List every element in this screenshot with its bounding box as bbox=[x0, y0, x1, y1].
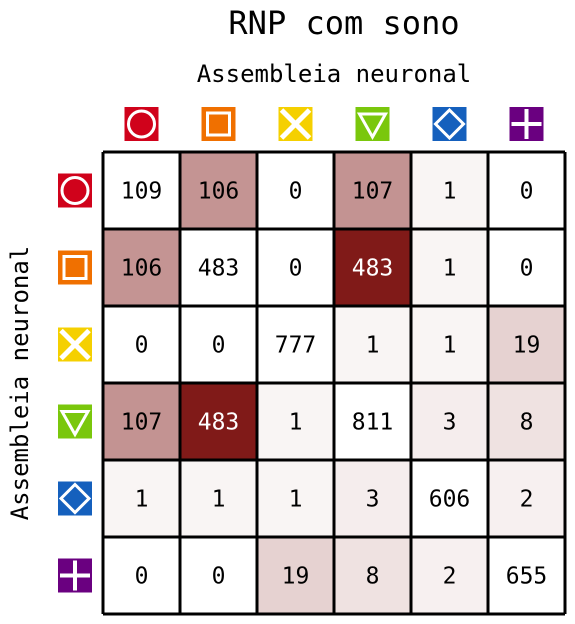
matrix-cell-value: 106 bbox=[121, 256, 163, 282]
matrix-cell bbox=[334, 306, 411, 383]
matrix-cell-value: 483 bbox=[198, 410, 240, 436]
matrix-cell-value: 109 bbox=[121, 179, 163, 205]
matrix-cell bbox=[411, 152, 488, 229]
matrix-cell-value: 8 bbox=[520, 410, 534, 436]
row-symbol-triangle-down-icon bbox=[58, 404, 92, 439]
matrix-cell-value: 0 bbox=[135, 333, 149, 359]
matrix-cell-value: 1 bbox=[289, 487, 303, 513]
matrix-cell bbox=[180, 383, 257, 460]
matrix-cell-value: 1 bbox=[135, 487, 149, 513]
matrix-cell bbox=[103, 460, 180, 537]
matrix-cell-value: 777 bbox=[275, 333, 317, 359]
matrix-cell-value: 811 bbox=[352, 410, 394, 436]
matrix-cell bbox=[334, 152, 411, 229]
column-symbol-circle-icon bbox=[124, 107, 159, 141]
matrix-cell bbox=[411, 460, 488, 537]
matrix-cell-value: 1 bbox=[289, 410, 303, 436]
row-symbol-square-icon bbox=[58, 250, 92, 285]
matrix-cell bbox=[180, 306, 257, 383]
matrix-cell bbox=[180, 229, 257, 306]
matrix-cell bbox=[257, 229, 334, 306]
matrix-cell-value: 606 bbox=[429, 487, 471, 513]
matrix-cell-value: 0 bbox=[212, 564, 226, 590]
matrix-cell-value: 0 bbox=[520, 256, 534, 282]
column-symbol-x-cross-icon bbox=[278, 107, 313, 141]
row-symbol-circle-icon bbox=[58, 173, 92, 208]
column-symbol-plus-icon bbox=[509, 107, 544, 141]
matrix-cell bbox=[411, 537, 488, 614]
matrix-cell-value: 2 bbox=[520, 487, 534, 513]
matrix-cell-value: 107 bbox=[352, 179, 394, 205]
matrix-cell bbox=[257, 537, 334, 614]
matrix-cell-value: 1 bbox=[443, 256, 457, 282]
column-symbol-square-icon bbox=[201, 107, 236, 141]
chart-title: RNP com sono bbox=[228, 4, 460, 42]
matrix-cell bbox=[488, 306, 565, 383]
matrix-grid bbox=[101, 150, 567, 616]
x-axis-label: Assembleia neuronal bbox=[196, 60, 472, 88]
matrix-cell-value: 0 bbox=[520, 179, 534, 205]
matrix-cell-value: 19 bbox=[282, 564, 310, 590]
column-symbol-diamond-icon bbox=[432, 107, 467, 141]
matrix-cell bbox=[488, 383, 565, 460]
matrix-cell bbox=[488, 460, 565, 537]
matrix-cell bbox=[103, 152, 180, 229]
matrix-cell bbox=[334, 460, 411, 537]
row-symbol-plus-icon bbox=[58, 558, 92, 593]
matrix-cell-value: 0 bbox=[289, 179, 303, 205]
matrix-cell bbox=[180, 152, 257, 229]
row-symbol-x-cross-icon bbox=[58, 327, 92, 362]
matrix-cell bbox=[334, 383, 411, 460]
matrix-cell-value: 106 bbox=[198, 179, 240, 205]
matrix-cell bbox=[488, 537, 565, 614]
matrix-cell-value: 2 bbox=[443, 564, 457, 590]
matrix-cell bbox=[103, 306, 180, 383]
matrix-cells: 109 106 0 107 1 0 106 483 0 483 1 0 0 0 777 1 1 19 107 483 1… bbox=[103, 152, 565, 614]
matrix-cell-value: 107 bbox=[121, 410, 163, 436]
matrix-cell bbox=[257, 306, 334, 383]
column-icons bbox=[124, 107, 544, 141]
matrix-cell bbox=[488, 229, 565, 306]
row-symbol-diamond-icon bbox=[58, 481, 92, 516]
matrix-cell bbox=[334, 537, 411, 614]
matrix-cell-value: 19 bbox=[513, 333, 541, 359]
matrix-cell bbox=[103, 229, 180, 306]
matrix-cell bbox=[488, 152, 565, 229]
matrix-cell bbox=[180, 460, 257, 537]
matrix-cell-value: 483 bbox=[352, 256, 394, 282]
matrix-cell-value: 0 bbox=[135, 564, 149, 590]
matrix-cell bbox=[334, 229, 411, 306]
matrix-cell bbox=[103, 383, 180, 460]
column-symbol-triangle-down-icon bbox=[355, 107, 390, 141]
matrix-cell-value: 483 bbox=[198, 256, 240, 282]
matrix-cell bbox=[257, 383, 334, 460]
matrix-cell-value: 1 bbox=[366, 333, 380, 359]
matrix-cell-value: 655 bbox=[506, 564, 548, 590]
matrix-cell bbox=[411, 383, 488, 460]
matrix-cell bbox=[180, 537, 257, 614]
matrix-cell-value: 0 bbox=[289, 256, 303, 282]
matrix-cell-value: 8 bbox=[366, 564, 380, 590]
matrix-cell-value: 3 bbox=[366, 487, 380, 513]
matrix-cell bbox=[411, 306, 488, 383]
matrix-cell bbox=[257, 152, 334, 229]
matrix-cell bbox=[257, 460, 334, 537]
matrix-cell bbox=[411, 229, 488, 306]
matrix-cell-value: 3 bbox=[443, 410, 457, 436]
matrix-cell bbox=[103, 537, 180, 614]
matrix-cell-value: 1 bbox=[443, 333, 457, 359]
matrix-cell-value: 0 bbox=[212, 333, 226, 359]
matrix-cell-value: 1 bbox=[212, 487, 226, 513]
matrix-cell-value: 1 bbox=[443, 179, 457, 205]
row-icons bbox=[58, 173, 92, 593]
